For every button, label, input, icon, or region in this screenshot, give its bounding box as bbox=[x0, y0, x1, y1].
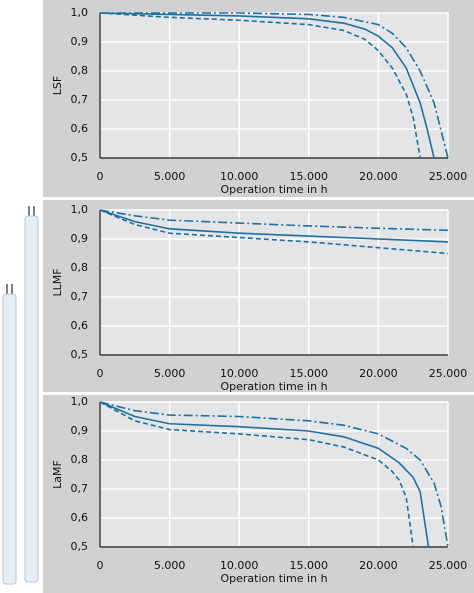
x-tick-label: 15.000 bbox=[290, 170, 329, 183]
x-tick-label: 20.000 bbox=[359, 367, 398, 380]
x-tick-label: 25.000 bbox=[429, 367, 468, 380]
x-tick-label: 5.000 bbox=[154, 170, 186, 183]
y-axis-label: LaMF bbox=[51, 460, 64, 489]
y-tick-label: 0,7 bbox=[71, 482, 89, 495]
y-tick-label: 0,7 bbox=[71, 290, 89, 303]
plot-area bbox=[100, 210, 448, 355]
x-tick-label: 15.000 bbox=[290, 367, 329, 380]
y-tick-label: 0,7 bbox=[71, 93, 89, 106]
y-axis-label: LSF bbox=[51, 76, 64, 95]
y-tick-label: 0,6 bbox=[71, 122, 89, 135]
x-tick-label: 5.000 bbox=[154, 367, 186, 380]
x-tick-label: 20.000 bbox=[359, 170, 398, 183]
y-tick-label: 1,0 bbox=[71, 203, 89, 216]
plot-area bbox=[100, 402, 448, 547]
y-tick-label: 0,6 bbox=[71, 511, 89, 524]
line-series bbox=[99, 209, 449, 232]
x-tick-label: 10.000 bbox=[220, 559, 259, 572]
x-tick-label: 10.000 bbox=[220, 170, 259, 183]
y-tick-label: 0,9 bbox=[71, 232, 89, 245]
x-axis-label: Operation time in h bbox=[220, 183, 327, 196]
y-tick-label: 0,8 bbox=[71, 64, 89, 77]
line-series bbox=[99, 401, 414, 548]
x-tick-label: 25.000 bbox=[429, 170, 468, 183]
y-tick-label: 0,8 bbox=[71, 453, 89, 466]
x-axis-label: Operation time in h bbox=[220, 572, 327, 585]
line-series bbox=[99, 401, 430, 548]
y-tick-label: 0,5 bbox=[71, 540, 89, 553]
x-tick-label: 20.000 bbox=[359, 559, 398, 572]
x-tick-label: 5.000 bbox=[154, 559, 186, 572]
y-tick-label: 0,8 bbox=[71, 261, 89, 274]
x-tick-label: 10.000 bbox=[220, 367, 259, 380]
line-series bbox=[99, 209, 449, 255]
line-series bbox=[100, 12, 449, 159]
x-tick-label: 0 bbox=[97, 170, 104, 183]
tube-long bbox=[24, 206, 39, 583]
line-series bbox=[99, 209, 449, 243]
x-tick-label: 0 bbox=[97, 559, 104, 572]
plot-area bbox=[100, 13, 448, 158]
y-tick-label: 0,5 bbox=[71, 151, 89, 164]
y-tick-label: 1,0 bbox=[71, 6, 89, 19]
y-tick-label: 0,5 bbox=[71, 348, 89, 361]
x-axis-label: Operation time in h bbox=[220, 380, 327, 393]
line-series bbox=[99, 12, 435, 159]
x-tick-label: 0 bbox=[97, 367, 104, 380]
line-series bbox=[99, 401, 449, 548]
y-tick-label: 0,6 bbox=[71, 319, 89, 332]
x-tick-label: 15.000 bbox=[290, 559, 329, 572]
y-axis-label: LLMF bbox=[51, 268, 64, 296]
line-series bbox=[99, 12, 421, 159]
y-tick-label: 0,9 bbox=[71, 35, 89, 48]
tube-short bbox=[2, 284, 17, 585]
y-tick-label: 1,0 bbox=[71, 395, 89, 408]
x-tick-label: 25.000 bbox=[429, 559, 468, 572]
y-tick-label: 0,9 bbox=[71, 424, 89, 437]
